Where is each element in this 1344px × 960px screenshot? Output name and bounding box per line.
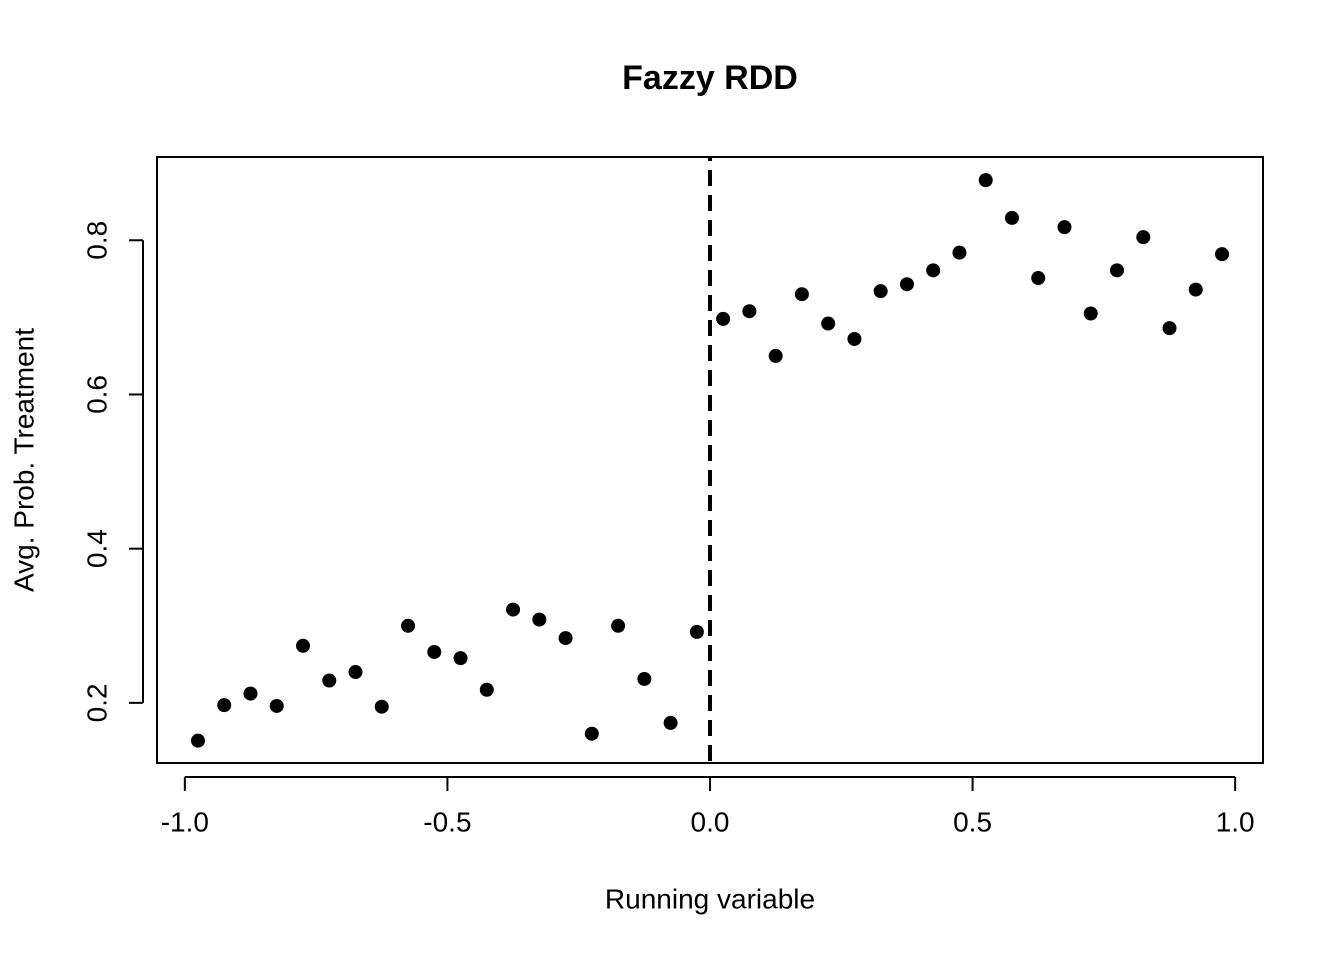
- point: [1215, 247, 1230, 262]
- point: [401, 618, 416, 633]
- point: [348, 665, 363, 680]
- point: [978, 173, 993, 188]
- point: [190, 733, 205, 748]
- point: [532, 612, 547, 627]
- point: [322, 673, 337, 688]
- x-axis-label: Running variable: [605, 883, 815, 914]
- y-axis-label: Avg. Prob. Treatment: [8, 328, 39, 592]
- point: [873, 284, 888, 299]
- y-tick-label: 0.8: [81, 221, 112, 260]
- point: [217, 698, 232, 713]
- point: [611, 618, 626, 633]
- point: [584, 726, 599, 741]
- y-tick-label: 0.2: [81, 683, 112, 722]
- y-tick-label: 0.6: [81, 375, 112, 414]
- point: [453, 651, 468, 666]
- point: [243, 686, 258, 701]
- point: [1110, 263, 1125, 278]
- point: [663, 715, 678, 730]
- point: [427, 644, 442, 659]
- point: [506, 602, 521, 617]
- x-tick-label: 0.0: [691, 806, 730, 837]
- point: [899, 277, 914, 292]
- point: [295, 638, 310, 653]
- point: [1083, 306, 1098, 321]
- x-tick-label: -1.0: [161, 806, 209, 837]
- point: [768, 348, 783, 363]
- x-tick-label: -0.5: [423, 806, 471, 837]
- point: [821, 316, 836, 331]
- point: [1188, 282, 1203, 297]
- x-tick-label: 0.5: [953, 806, 992, 837]
- point: [847, 331, 862, 346]
- point: [269, 698, 284, 713]
- point: [689, 624, 704, 639]
- y-tick-label: 0.4: [81, 529, 112, 568]
- point: [716, 311, 731, 326]
- point: [637, 671, 652, 686]
- point: [558, 631, 573, 646]
- point: [374, 699, 389, 714]
- point: [794, 287, 809, 302]
- x-tick-label: 1.0: [1216, 806, 1255, 837]
- chart-title: Fazzy RDD: [622, 59, 798, 97]
- point: [1162, 321, 1177, 336]
- point: [1004, 210, 1019, 225]
- point: [1057, 220, 1072, 235]
- point: [742, 304, 757, 319]
- point: [926, 263, 941, 278]
- point: [952, 245, 967, 260]
- point: [479, 682, 494, 697]
- point: [1031, 271, 1046, 286]
- point: [1136, 230, 1151, 245]
